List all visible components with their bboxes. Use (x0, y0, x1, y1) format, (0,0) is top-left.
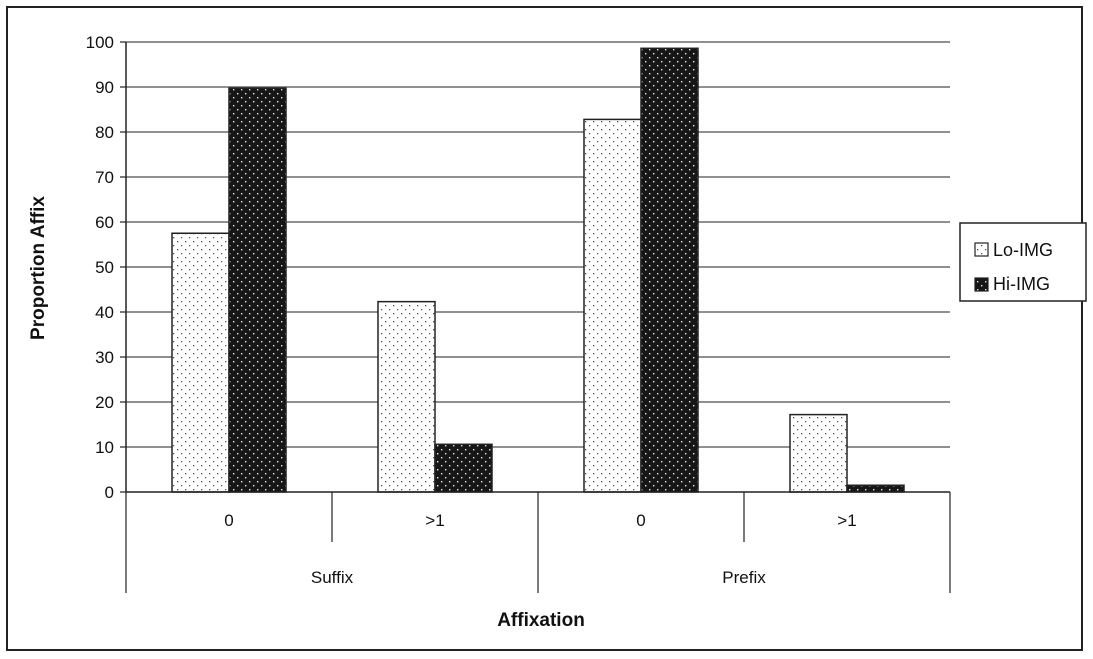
y-tick-label: 80 (95, 123, 114, 142)
bar-lo-img-3 (583, 118, 642, 493)
y-tick-label: 60 (95, 213, 114, 232)
bar-lo-img-4 (789, 413, 848, 493)
legend: Lo-IMG Hi-IMG (959, 222, 1087, 302)
bar-hi-img-1 (228, 87, 287, 493)
y-tick-label: 40 (95, 303, 114, 322)
y-tick-label: 0 (105, 483, 114, 502)
x-tick-label: 0 (636, 511, 645, 530)
bar-lo-img-1 (171, 232, 230, 493)
axis-labels: 0 10 20 30 40 50 60 70 80 90 100 0 >1 Suffix 0 >1 Prefix (86, 33, 857, 587)
x-axis-title: Affixation (497, 610, 585, 631)
y-tick-label: 50 (95, 258, 114, 277)
x-group-label: Suffix (311, 568, 354, 587)
bar-hi-img-2 (434, 443, 493, 493)
legend-label-lo-img: Lo-IMG (993, 240, 1053, 260)
legend-swatch-lo-img (974, 242, 989, 257)
y-tick-label: 90 (95, 78, 114, 97)
axes (120, 41, 951, 593)
y-tick-label: 20 (95, 393, 114, 412)
bar-hi-img-3 (640, 47, 699, 493)
x-group-label: Prefix (722, 568, 766, 587)
legend-label-hi-img: Hi-IMG (993, 274, 1050, 294)
x-tick-label: >1 (837, 511, 856, 530)
y-axis-title: Proportion Affix (28, 196, 49, 340)
bars (171, 47, 905, 493)
bar-lo-img-2 (377, 300, 436, 493)
bar-hi-img-4 (846, 484, 905, 493)
legend-swatch-hi-img (974, 277, 989, 292)
y-tick-label: 10 (95, 438, 114, 457)
x-tick-label: >1 (425, 511, 444, 530)
y-tick-label: 100 (86, 33, 114, 52)
y-tick-label: 30 (95, 348, 114, 367)
x-tick-label: 0 (224, 511, 233, 530)
y-tick-label: 70 (95, 168, 114, 187)
